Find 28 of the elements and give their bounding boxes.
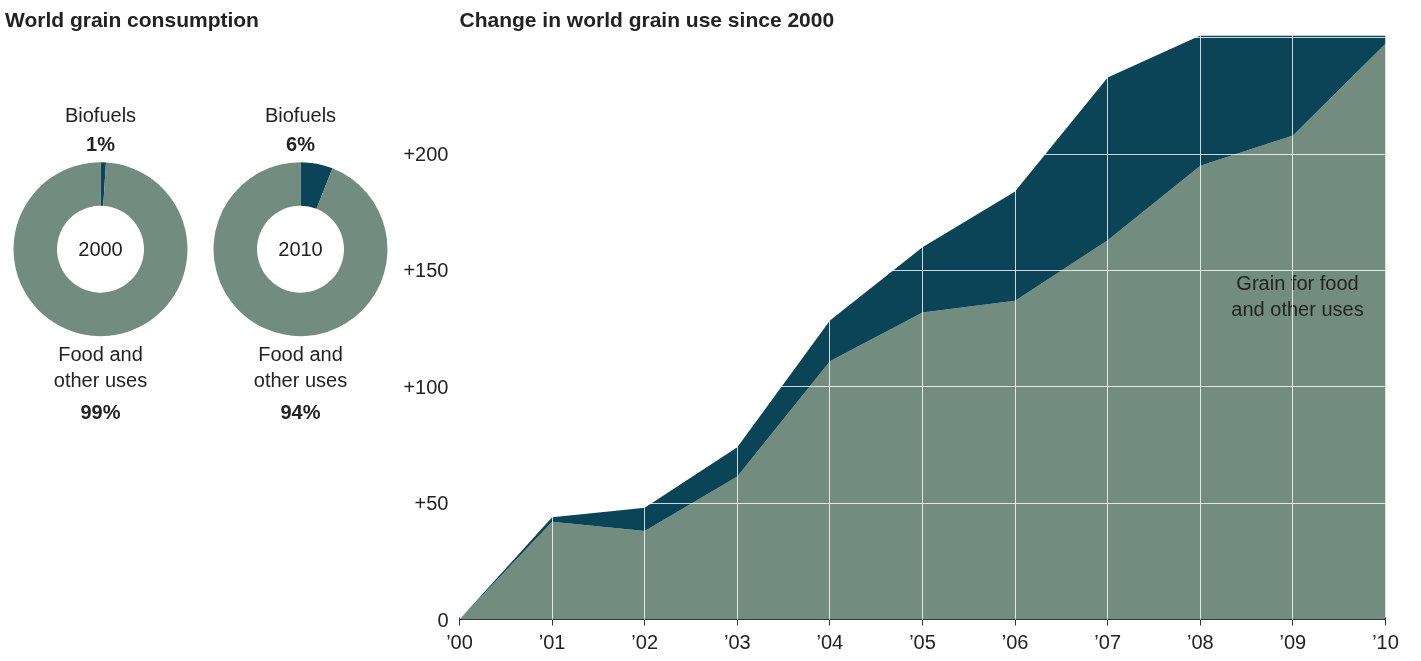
x-tick-label: ’07 [1094, 630, 1122, 653]
data-label: 94% [280, 400, 321, 423]
chart-title: World grain consumption [5, 7, 259, 33]
data-label: 99% [80, 400, 121, 423]
x-tick-label: ’00 [446, 630, 473, 653]
y-tick-label: +50 [414, 492, 449, 515]
text: 2000 [78, 238, 123, 261]
data-label: 6% [286, 133, 316, 156]
x-tick-label: ’01 [538, 630, 566, 653]
text: 2010 [278, 238, 323, 261]
x-tick-label: ’05 [909, 630, 936, 653]
slice-label: Food and other uses [253, 343, 348, 392]
data-label: 1% [86, 133, 116, 156]
y-tick-label: +200 [403, 143, 449, 166]
y-tick-label: +100 [403, 375, 449, 398]
y-tick-label: +150 [403, 259, 449, 282]
slice-label: Biofuels [64, 103, 137, 126]
x-tick-label: ’08 [1186, 630, 1214, 653]
chart-title: Change in world grain use since 2000 [459, 7, 835, 31]
x-tick-label: ’03 [723, 630, 751, 653]
x-tick-label: ’04 [816, 630, 844, 653]
y-tick-label: 0 [437, 608, 449, 631]
x-tick-label: ’09 [1279, 630, 1307, 653]
slice-label: Biofuels [264, 103, 337, 126]
x-tick-label: ’10 [1372, 630, 1399, 653]
x-tick-label: ’02 [631, 630, 659, 653]
slice-label: Food and other uses [53, 343, 148, 392]
x-tick-label: ’06 [1001, 630, 1029, 653]
